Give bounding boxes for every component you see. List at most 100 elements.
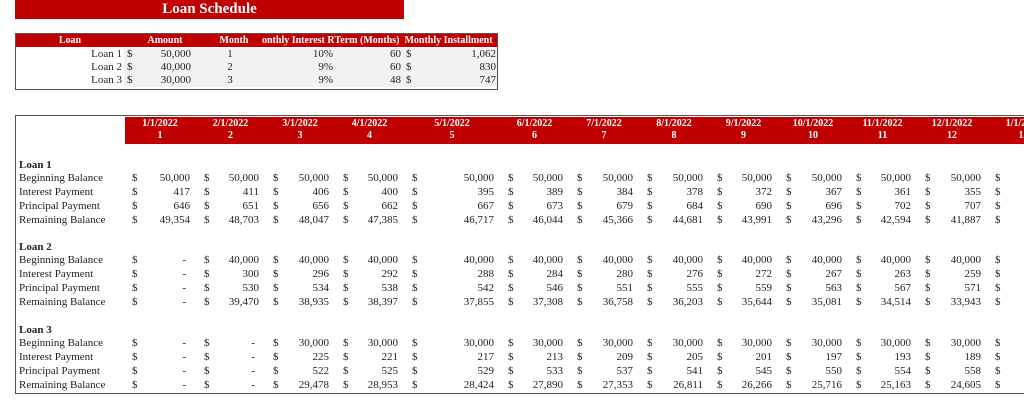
currency-symbol: $ xyxy=(132,296,138,308)
currency-symbol: $ xyxy=(925,282,931,294)
schedule-value: 400 xyxy=(381,186,399,198)
period-header: 2 xyxy=(228,130,233,141)
schedule-value: 538 xyxy=(381,282,399,294)
schedule-value: 50,000 xyxy=(950,172,981,184)
currency-symbol: $ xyxy=(856,214,862,226)
currency-symbol: $ xyxy=(856,296,862,308)
currency-symbol: $ xyxy=(343,172,349,184)
currency-symbol: $ xyxy=(412,365,418,377)
date-header: 5/1/2022 xyxy=(434,118,470,129)
schedule-value: 673 xyxy=(546,200,564,212)
loan-group-title: Loan 3 xyxy=(19,324,52,336)
loan-summary-table: Loan Amount Month onthly Interest R Term (Mo… xyxy=(15,33,498,90)
currency-symbol: $ xyxy=(132,351,138,363)
currency-symbol: $ xyxy=(786,172,792,184)
schedule-value: 571 xyxy=(964,282,982,294)
schedule-value: 30,000 xyxy=(298,337,329,349)
currency-symbol: $ xyxy=(786,365,792,377)
currency-symbol: $ xyxy=(717,296,723,308)
schedule-value: 259 xyxy=(964,268,982,280)
currency-symbol: $ xyxy=(204,365,210,377)
date-header: 10/1/2022 xyxy=(792,118,834,129)
loan-name: Loan 3 xyxy=(91,74,122,86)
currency-symbol: $ xyxy=(577,254,583,266)
schedule-value: 40,000 xyxy=(298,254,329,266)
currency-symbol: $ xyxy=(132,186,138,198)
loan-group-title: Loan 1 xyxy=(19,159,52,171)
schedule-value: 40,000 xyxy=(532,254,563,266)
currency-symbol: $ xyxy=(412,337,418,349)
schedule-value: 205 xyxy=(686,351,704,363)
currency-symbol: $ xyxy=(717,268,723,280)
schedule-value: 28,953 xyxy=(367,379,398,391)
row-label: Beginning Balance xyxy=(19,172,104,184)
currency-symbol: $ xyxy=(786,200,792,212)
schedule-value: 36,758 xyxy=(602,296,633,308)
currency-symbol: $ xyxy=(412,268,418,280)
schedule-value: 40,000 xyxy=(741,254,772,266)
currency-symbol: $ xyxy=(647,351,653,363)
monthly-installment: 747 xyxy=(479,74,497,86)
currency-symbol: $ xyxy=(204,214,210,226)
currency-symbol: $ xyxy=(995,172,1001,184)
schedule-value: 34,514 xyxy=(880,296,911,308)
schedule-header-band: 1/1/2022 1 2/1/2022 2 3/1/2022 3 4/1/2022 4 5/1/… xyxy=(125,117,1024,144)
schedule-value: 46,044 xyxy=(532,214,563,226)
currency-symbol: $ xyxy=(132,200,138,212)
schedule-value: 50,000 xyxy=(228,172,259,184)
schedule-value: 550 xyxy=(825,365,843,377)
schedule-value: 284 xyxy=(546,268,564,280)
currency-symbol: $ xyxy=(717,282,723,294)
schedule-value: 679 xyxy=(616,200,634,212)
currency-symbol: $ xyxy=(273,337,279,349)
loan-amount: 40,000 xyxy=(160,61,191,73)
start-month: 1 xyxy=(227,48,233,60)
schedule-value: - xyxy=(182,365,186,377)
currency-symbol: $ xyxy=(577,268,583,280)
schedule-value: 42,594 xyxy=(880,214,911,226)
period-header: 8 xyxy=(671,130,677,141)
schedule-value: 554 xyxy=(894,365,912,377)
schedule-value: 44,681 xyxy=(672,214,703,226)
currency-symbol: $ xyxy=(273,379,279,391)
currency-symbol: $ xyxy=(343,379,349,391)
currency-symbol: $ xyxy=(412,214,418,226)
currency-symbol: $ xyxy=(577,186,583,198)
schedule-value: - xyxy=(182,379,186,391)
schedule-value: 551 xyxy=(616,282,634,294)
start-month: 2 xyxy=(227,61,233,73)
interest-rate: 9% xyxy=(318,74,333,86)
schedule-value: 40,000 xyxy=(367,254,398,266)
currency-symbol: $ xyxy=(717,379,723,391)
loan-group-title: Loan 2 xyxy=(19,241,52,253)
currency-symbol: $ xyxy=(856,351,862,363)
schedule-value: 40,000 xyxy=(463,254,494,266)
currency-symbol: $ xyxy=(925,200,931,212)
currency-symbol: $ xyxy=(925,186,931,198)
currency-symbol: $ xyxy=(127,74,133,86)
schedule-value: 280 xyxy=(616,268,634,280)
schedule-value: 40,000 xyxy=(950,254,981,266)
currency-symbol: $ xyxy=(925,172,931,184)
schedule-value: 378 xyxy=(686,186,704,198)
monthly-installment: 1,062 xyxy=(471,48,496,60)
schedule-value: 646 xyxy=(173,200,191,212)
currency-symbol: $ xyxy=(508,268,514,280)
schedule-value: 559 xyxy=(755,282,773,294)
currency-symbol: $ xyxy=(577,365,583,377)
date-header: 4/1/2022 xyxy=(351,118,388,129)
currency-symbol: $ xyxy=(995,351,1001,363)
schedule-value: 37,855 xyxy=(463,296,494,308)
date-header: 2/1/2022 xyxy=(212,118,249,129)
schedule-value: 36,203 xyxy=(672,296,703,308)
date-header: 8/1/2022 xyxy=(656,118,692,129)
currency-symbol: $ xyxy=(508,254,514,266)
schedule-value: 27,353 xyxy=(602,379,633,391)
currency-symbol: $ xyxy=(786,296,792,308)
schedule-value: 50,000 xyxy=(463,172,494,184)
schedule-value: 50,000 xyxy=(741,172,772,184)
period-header: 5 xyxy=(449,130,455,141)
currency-symbol: $ xyxy=(508,186,514,198)
currency-symbol: $ xyxy=(856,268,862,280)
currency-symbol: $ xyxy=(412,379,418,391)
